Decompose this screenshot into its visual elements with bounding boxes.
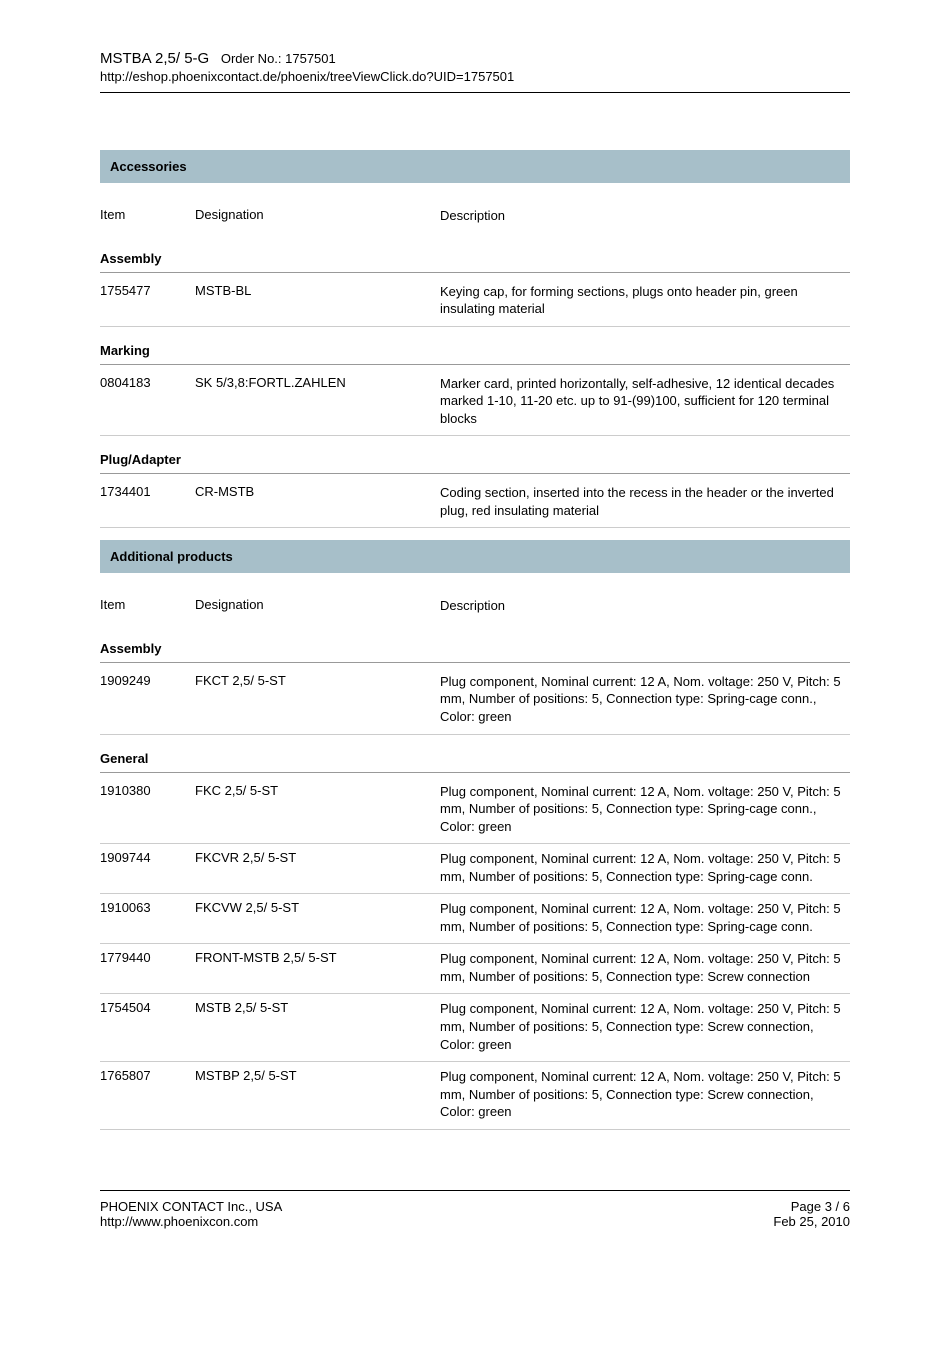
group: Assembly 1909249FKCT 2,5/ 5-STPlug compon…: [100, 635, 850, 735]
cell-description: Plug component, Nominal current: 12 A, N…: [440, 1068, 850, 1121]
table-row: 1910380FKC 2,5/ 5-STPlug component, Nomi…: [100, 777, 850, 845]
cell-designation: FKC 2,5/ 5-ST: [195, 783, 440, 836]
group: General1910380FKC 2,5/ 5-STPlug componen…: [100, 745, 850, 1130]
product-title: MSTBA 2,5/ 5-G: [100, 50, 209, 67]
cell-description: Marker card, printed horizontally, self-…: [440, 375, 850, 428]
group-subheading: Assembly: [100, 635, 850, 663]
document-header: MSTBA 2,5/ 5-G Order No.: 1757501 http:/…: [100, 50, 850, 84]
table-row: 1909249FKCT 2,5/ 5-STPlug component, Nom…: [100, 667, 850, 735]
cell-item: 1754504: [100, 1000, 195, 1053]
group: Plug/Adapter 1734401CR-MSTBCoding section…: [100, 446, 850, 528]
table-header-row: ItemDesignationDescription: [100, 201, 850, 231]
cell-item: 1779440: [100, 950, 195, 985]
col-header-description: Description: [440, 597, 850, 615]
cell-item: 1909249: [100, 673, 195, 726]
table-row: 1755477MSTB-BLKeying cap, for forming se…: [100, 277, 850, 327]
cell-item: 1909744: [100, 850, 195, 885]
footer-company: PHOENIX CONTACT Inc., USA: [100, 1199, 282, 1214]
cell-item: 1755477: [100, 283, 195, 318]
cell-designation: MSTB-BL: [195, 283, 440, 318]
footer-left: PHOENIX CONTACT Inc., USA http://www.pho…: [100, 1199, 282, 1229]
sections-container: AccessoriesItemDesignationDescriptionAss…: [100, 148, 850, 1130]
group: Assembly 1755477MSTB-BLKeying cap, for fo…: [100, 245, 850, 327]
group-subheading: Marking: [100, 337, 850, 365]
cell-item: 1734401: [100, 484, 195, 519]
cell-description: Keying cap, for forming sections, plugs …: [440, 283, 850, 318]
col-header-item: Item: [100, 207, 195, 225]
cell-description: Plug component, Nominal current: 12 A, N…: [440, 673, 850, 726]
col-header-designation: Designation: [195, 597, 440, 615]
footer-right: Page 3 / 6 Feb 25, 2010: [773, 1199, 850, 1229]
col-header-designation: Designation: [195, 207, 440, 225]
table-row: 1909744FKCVR 2,5/ 5-STPlug component, No…: [100, 844, 850, 894]
table-row: 1754504MSTB 2,5/ 5-STPlug component, Nom…: [100, 994, 850, 1062]
footer-rule: [100, 1190, 850, 1191]
order-number: Order No.: 1757501: [221, 51, 336, 66]
cell-designation: CR-MSTB: [195, 484, 440, 519]
cell-description: Plug component, Nominal current: 12 A, N…: [440, 900, 850, 935]
cell-item: 0804183: [100, 375, 195, 428]
source-url[interactable]: http://eshop.phoenixcontact.de/phoenix/t…: [100, 69, 850, 84]
header-rule: [100, 92, 850, 93]
cell-item: 1910380: [100, 783, 195, 836]
cell-designation: MSTBP 2,5/ 5-ST: [195, 1068, 440, 1121]
footer-date: Feb 25, 2010: [773, 1214, 850, 1229]
section-title-bar: Accessories: [100, 148, 850, 183]
cell-designation: FKCT 2,5/ 5-ST: [195, 673, 440, 726]
cell-item: 1910063: [100, 900, 195, 935]
cell-description: Coding section, inserted into the recess…: [440, 484, 850, 519]
page-content: MSTBA 2,5/ 5-G Order No.: 1757501 http:/…: [0, 0, 950, 1259]
cell-description: Plug component, Nominal current: 12 A, N…: [440, 1000, 850, 1053]
cell-designation: FKCVW 2,5/ 5-ST: [195, 900, 440, 935]
cell-designation: MSTB 2,5/ 5-ST: [195, 1000, 440, 1053]
cell-designation: FKCVR 2,5/ 5-ST: [195, 850, 440, 885]
page-footer: PHOENIX CONTACT Inc., USA http://www.pho…: [100, 1199, 850, 1229]
group-subheading: Assembly: [100, 245, 850, 273]
table-row: 1779440FRONT-MSTB 2,5/ 5-STPlug componen…: [100, 944, 850, 994]
section-title-bar: Additional products: [100, 538, 850, 573]
col-header-description: Description: [440, 207, 850, 225]
group: Marking 0804183SK 5/3,8:FORTL.ZAHLENMarke…: [100, 337, 850, 437]
col-header-item: Item: [100, 597, 195, 615]
cell-description: Plug component, Nominal current: 12 A, N…: [440, 850, 850, 885]
cell-description: Plug component, Nominal current: 12 A, N…: [440, 783, 850, 836]
cell-item: 1765807: [100, 1068, 195, 1121]
table-row: 1765807MSTBP 2,5/ 5-STPlug component, No…: [100, 1062, 850, 1130]
group-subheading: General: [100, 745, 850, 773]
cell-description: Plug component, Nominal current: 12 A, N…: [440, 950, 850, 985]
table-row: 1910063FKCVW 2,5/ 5-STPlug component, No…: [100, 894, 850, 944]
footer-page: Page 3 / 6: [773, 1199, 850, 1214]
footer-site[interactable]: http://www.phoenixcon.com: [100, 1214, 282, 1229]
cell-designation: FRONT-MSTB 2,5/ 5-ST: [195, 950, 440, 985]
table-row: 1734401CR-MSTBCoding section, inserted i…: [100, 478, 850, 528]
table-header-row: ItemDesignationDescription: [100, 591, 850, 621]
cell-designation: SK 5/3,8:FORTL.ZAHLEN: [195, 375, 440, 428]
group-subheading: Plug/Adapter: [100, 446, 850, 474]
table-row: 0804183SK 5/3,8:FORTL.ZAHLENMarker card,…: [100, 369, 850, 437]
